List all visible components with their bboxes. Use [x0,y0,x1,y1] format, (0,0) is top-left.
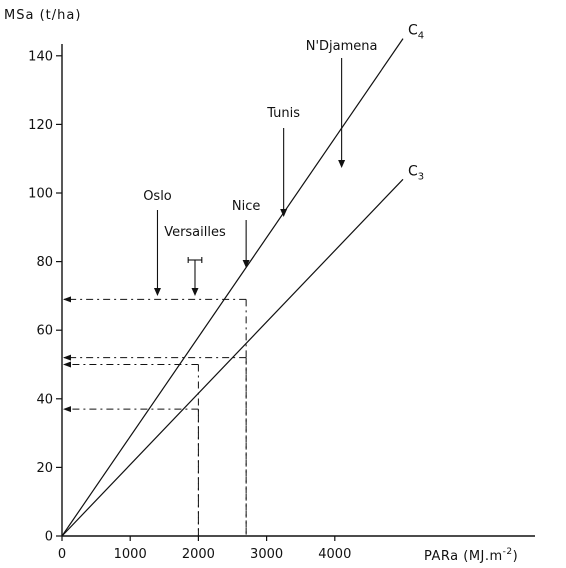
projection-arrowhead [63,406,71,413]
axes [61,44,535,537]
projection-arrowhead [63,361,71,368]
y-tick-label: 20 [36,461,53,476]
x-tick-label: 4000 [318,547,351,562]
y-tick-label: 140 [28,49,53,64]
location-label: Tunis [266,106,300,121]
y-tick-label: 80 [36,255,53,270]
y-tick-label: 120 [28,118,53,133]
series-label-C3: C3 [408,163,424,182]
location-arrowhead [153,288,161,296]
x-tick-label: 0 [58,547,66,562]
series-label-C4: C4 [408,23,424,42]
ticks: 0 20 40 60 80 100 120 140 0 1000 2000 3000 4000 [28,49,351,562]
x-tick-label: 2000 [182,547,215,562]
location-annotations: Oslo Versailles Nice Tunis N'Djamena [143,39,378,296]
location-label: Versailles [164,225,226,240]
location-arrowhead [280,209,288,217]
location-arrowhead [191,288,199,296]
x-tick-label: 1000 [114,547,147,562]
projection-lines [63,296,247,536]
location-label: Nice [232,199,260,214]
projection-arrowhead [63,296,71,303]
x-axis-label: PARa (MJ.m-2) [424,547,518,564]
y-tick-label: 60 [36,324,53,339]
x-tick-label: 3000 [250,547,283,562]
y-axis-label: MSa (t/ha) [4,8,81,23]
y-tick-label: 0 [45,530,53,545]
series-line-C3 [61,178,404,537]
location-arrowhead [338,160,346,168]
location-label: N'Djamena [306,39,378,54]
projection-arrowhead [63,354,71,361]
series-lines: C4 C3 [61,23,424,537]
y-tick-label: 100 [28,187,53,202]
series-line-C4 [61,38,404,537]
y-tick-label: 40 [36,392,53,407]
location-arrowhead [242,260,250,268]
location-label: Oslo [143,189,172,204]
